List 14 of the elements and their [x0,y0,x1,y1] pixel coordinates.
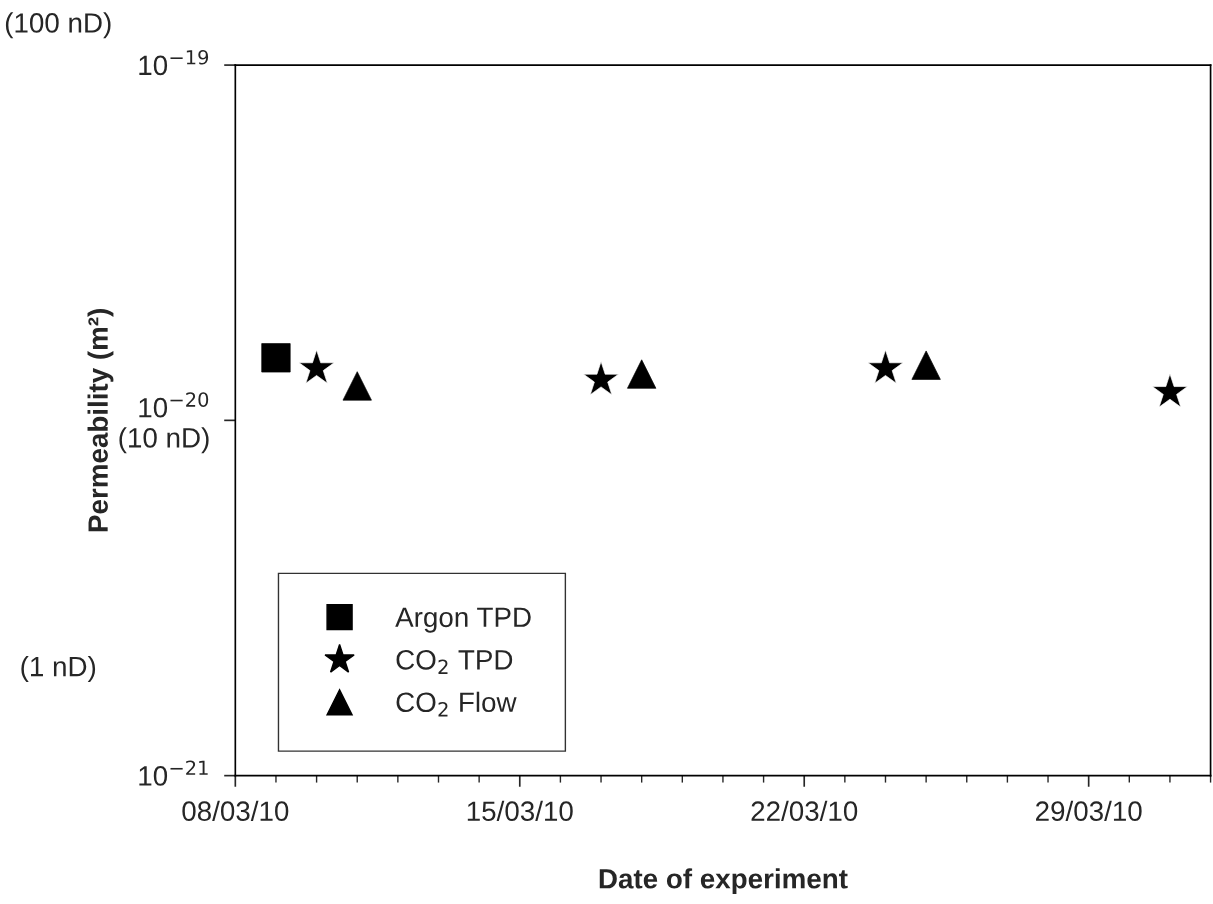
x-tick-label: 22/03/10 [751,800,858,822]
x-tick-label: 29/03/10 [1036,800,1142,822]
legend-label: CO$_{2}$ Flow [396,691,517,717]
y-tick-label: 10$^{−19}$ [139,49,209,76]
legend-label: Argon TPD [395,607,531,633]
x-tick-label: 15/03/10 [467,800,573,822]
text: (1 nD) [21,656,96,682]
x-axis-title: Date of experiment [599,868,848,895]
y-tick-label: 10$^{−20}$ (10 nD) [119,392,209,454]
text: (100 nD) [5,12,111,39]
y-axis-title: Permeability (m²) [87,309,114,532]
y-tick-label: 10$^{−21}$ [139,760,208,786]
x-tick-label: 08/03/10 [182,800,289,822]
legend-label: CO$_{2}$ TPD [396,649,513,674]
